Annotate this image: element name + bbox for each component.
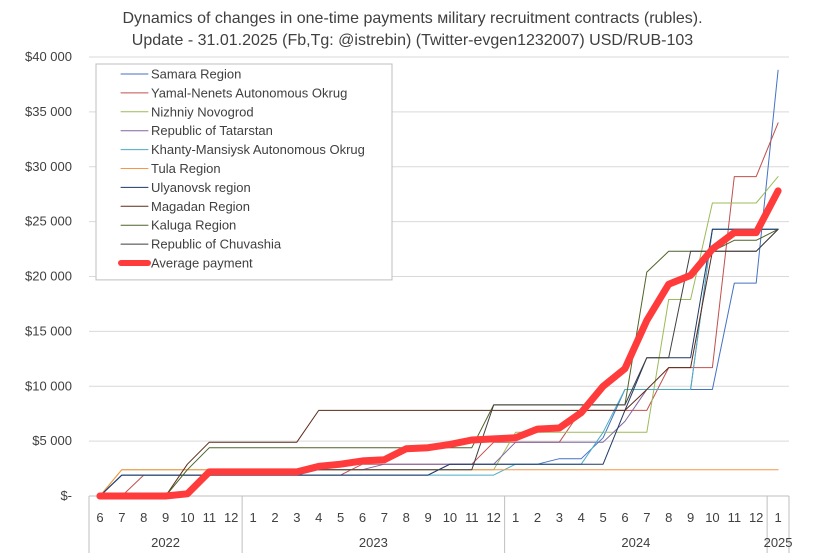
x-tick-label: 5	[599, 510, 606, 525]
x-tick-label: 11	[465, 510, 479, 525]
y-tick-label: $40 000	[25, 49, 72, 64]
x-tick-label: 11	[728, 510, 742, 525]
x-tick-label: 11	[203, 510, 217, 525]
legend-entry: Yamal-Nenets Autonomous Okrug	[151, 85, 347, 100]
legend-entry: Khanty-Mansiysk Autonomous Okrug	[151, 142, 365, 157]
y-tick-label: $10 000	[25, 378, 72, 393]
legend-entry: Nizhniy Novogrod	[151, 104, 254, 119]
x-tick-label: 10	[705, 510, 719, 525]
legend-entry: Republic of Tatarstan	[151, 123, 273, 138]
x-tick-label: 3	[556, 510, 563, 525]
x-tick-label: 6	[621, 510, 628, 525]
legend-entry: Average payment	[151, 256, 253, 271]
y-tick-label: $35 000	[25, 104, 72, 119]
year-label: 2022	[151, 535, 180, 550]
y-tick-label: $30 000	[25, 159, 72, 174]
legend-entry: Magadan Region	[151, 199, 250, 214]
x-tick-label: 1	[512, 510, 519, 525]
y-tick-label: $25 000	[25, 214, 72, 229]
x-tick-label: 12	[749, 510, 763, 525]
x-tick-label: 8	[403, 510, 410, 525]
x-tick-label: 7	[381, 510, 388, 525]
y-tick-label: $20 000	[25, 269, 72, 284]
x-tick-label: 1	[774, 510, 781, 525]
x-tick-label: 8	[665, 510, 672, 525]
x-tick-label: 12	[486, 510, 500, 525]
series-line	[96, 187, 782, 500]
x-tick-label: 10	[443, 510, 457, 525]
x-tick-label: 6	[359, 510, 366, 525]
x-tick-label: 3	[293, 510, 300, 525]
legend-entry: Kaluga Region	[151, 218, 236, 233]
x-tick-label: 9	[424, 510, 431, 525]
x-tick-label: 5	[337, 510, 344, 525]
x-tick-label: 2	[534, 510, 541, 525]
x-tick-label: 1	[249, 510, 256, 525]
x-tick-label: 7	[643, 510, 650, 525]
legend-entry: Republic of Chuvashia	[151, 237, 282, 252]
chart-title: Dynamics of changes in one-time payments…	[122, 10, 703, 27]
x-tick-label: 9	[162, 510, 169, 525]
legend-entry: Tula Region	[151, 161, 221, 176]
series-line	[99, 228, 779, 497]
y-tick-label: $-	[60, 488, 72, 503]
x-tick-label: 12	[224, 510, 238, 525]
year-label: 2023	[359, 535, 388, 550]
x-tick-label: 9	[687, 510, 694, 525]
legend-entry: Ulyanovsk region	[151, 180, 251, 195]
x-tick-label: 10	[180, 510, 194, 525]
y-tick-label: $5 000	[32, 433, 72, 448]
x-tick-label: 7	[118, 510, 125, 525]
year-label: 2025	[764, 535, 793, 550]
x-tick-label: 2	[271, 510, 278, 525]
x-tick-label: 4	[315, 510, 322, 525]
chart-subtitle: Update - 31.01.2025 (Fb,Tg: @istrebin) (…	[131, 32, 694, 49]
year-label: 2024	[621, 535, 650, 550]
x-tick-label: 8	[140, 510, 147, 525]
legend-entry: Samara Region	[151, 67, 241, 82]
x-tick-label: 4	[578, 510, 585, 525]
x-tick-label: 6	[96, 510, 103, 525]
y-tick-label: $15 000	[25, 323, 72, 338]
